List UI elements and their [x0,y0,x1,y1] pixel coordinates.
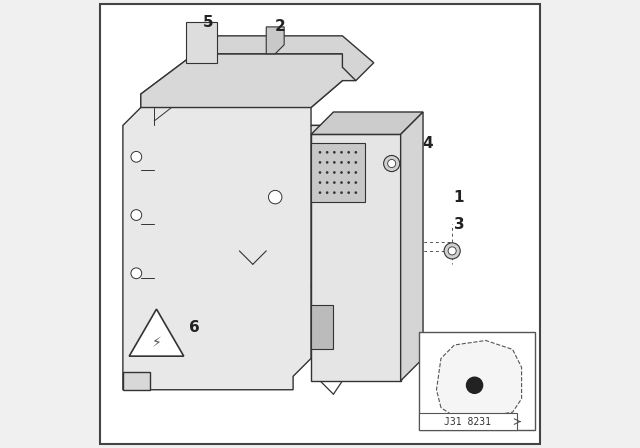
Polygon shape [311,134,401,381]
Text: 5: 5 [203,15,213,30]
Text: 2: 2 [275,19,285,34]
Circle shape [355,151,357,154]
Circle shape [467,377,483,393]
Text: 6: 6 [189,319,200,335]
Circle shape [355,191,357,194]
Circle shape [326,151,328,154]
Circle shape [131,151,141,162]
Circle shape [355,171,357,174]
Circle shape [319,181,321,184]
Circle shape [319,191,321,194]
Circle shape [340,191,343,194]
Circle shape [269,190,282,204]
Polygon shape [186,22,217,63]
Polygon shape [266,27,284,54]
Circle shape [326,161,328,164]
Polygon shape [141,54,356,108]
Circle shape [340,181,343,184]
Circle shape [340,151,343,154]
Circle shape [319,171,321,174]
Circle shape [326,191,328,194]
Text: ⚡: ⚡ [152,336,161,350]
FancyBboxPatch shape [419,332,535,430]
Polygon shape [311,112,423,134]
Text: 3: 3 [454,216,464,232]
Text: J31 8231: J31 8231 [444,417,492,426]
Polygon shape [129,309,184,356]
Circle shape [448,247,456,255]
Circle shape [340,171,343,174]
Polygon shape [311,143,365,202]
Circle shape [333,171,336,174]
Circle shape [355,181,357,184]
Circle shape [333,161,336,164]
Circle shape [333,151,336,154]
Circle shape [326,171,328,174]
Circle shape [444,243,460,259]
Polygon shape [311,125,329,287]
Circle shape [348,191,350,194]
Circle shape [319,161,321,164]
Polygon shape [311,305,333,349]
Circle shape [333,191,336,194]
Circle shape [348,171,350,174]
Polygon shape [436,340,522,417]
Circle shape [319,151,321,154]
Circle shape [131,210,141,220]
Circle shape [348,151,350,154]
Polygon shape [195,36,374,81]
Polygon shape [123,372,150,390]
Polygon shape [401,112,423,381]
Polygon shape [123,54,342,390]
Text: 4: 4 [422,136,433,151]
Circle shape [326,181,328,184]
Circle shape [383,155,400,172]
FancyBboxPatch shape [100,4,540,444]
Circle shape [131,268,141,279]
Circle shape [333,181,336,184]
Circle shape [388,159,396,168]
Circle shape [340,161,343,164]
Circle shape [348,161,350,164]
Text: 1: 1 [454,190,464,205]
Circle shape [355,161,357,164]
Circle shape [348,181,350,184]
FancyBboxPatch shape [419,413,517,430]
